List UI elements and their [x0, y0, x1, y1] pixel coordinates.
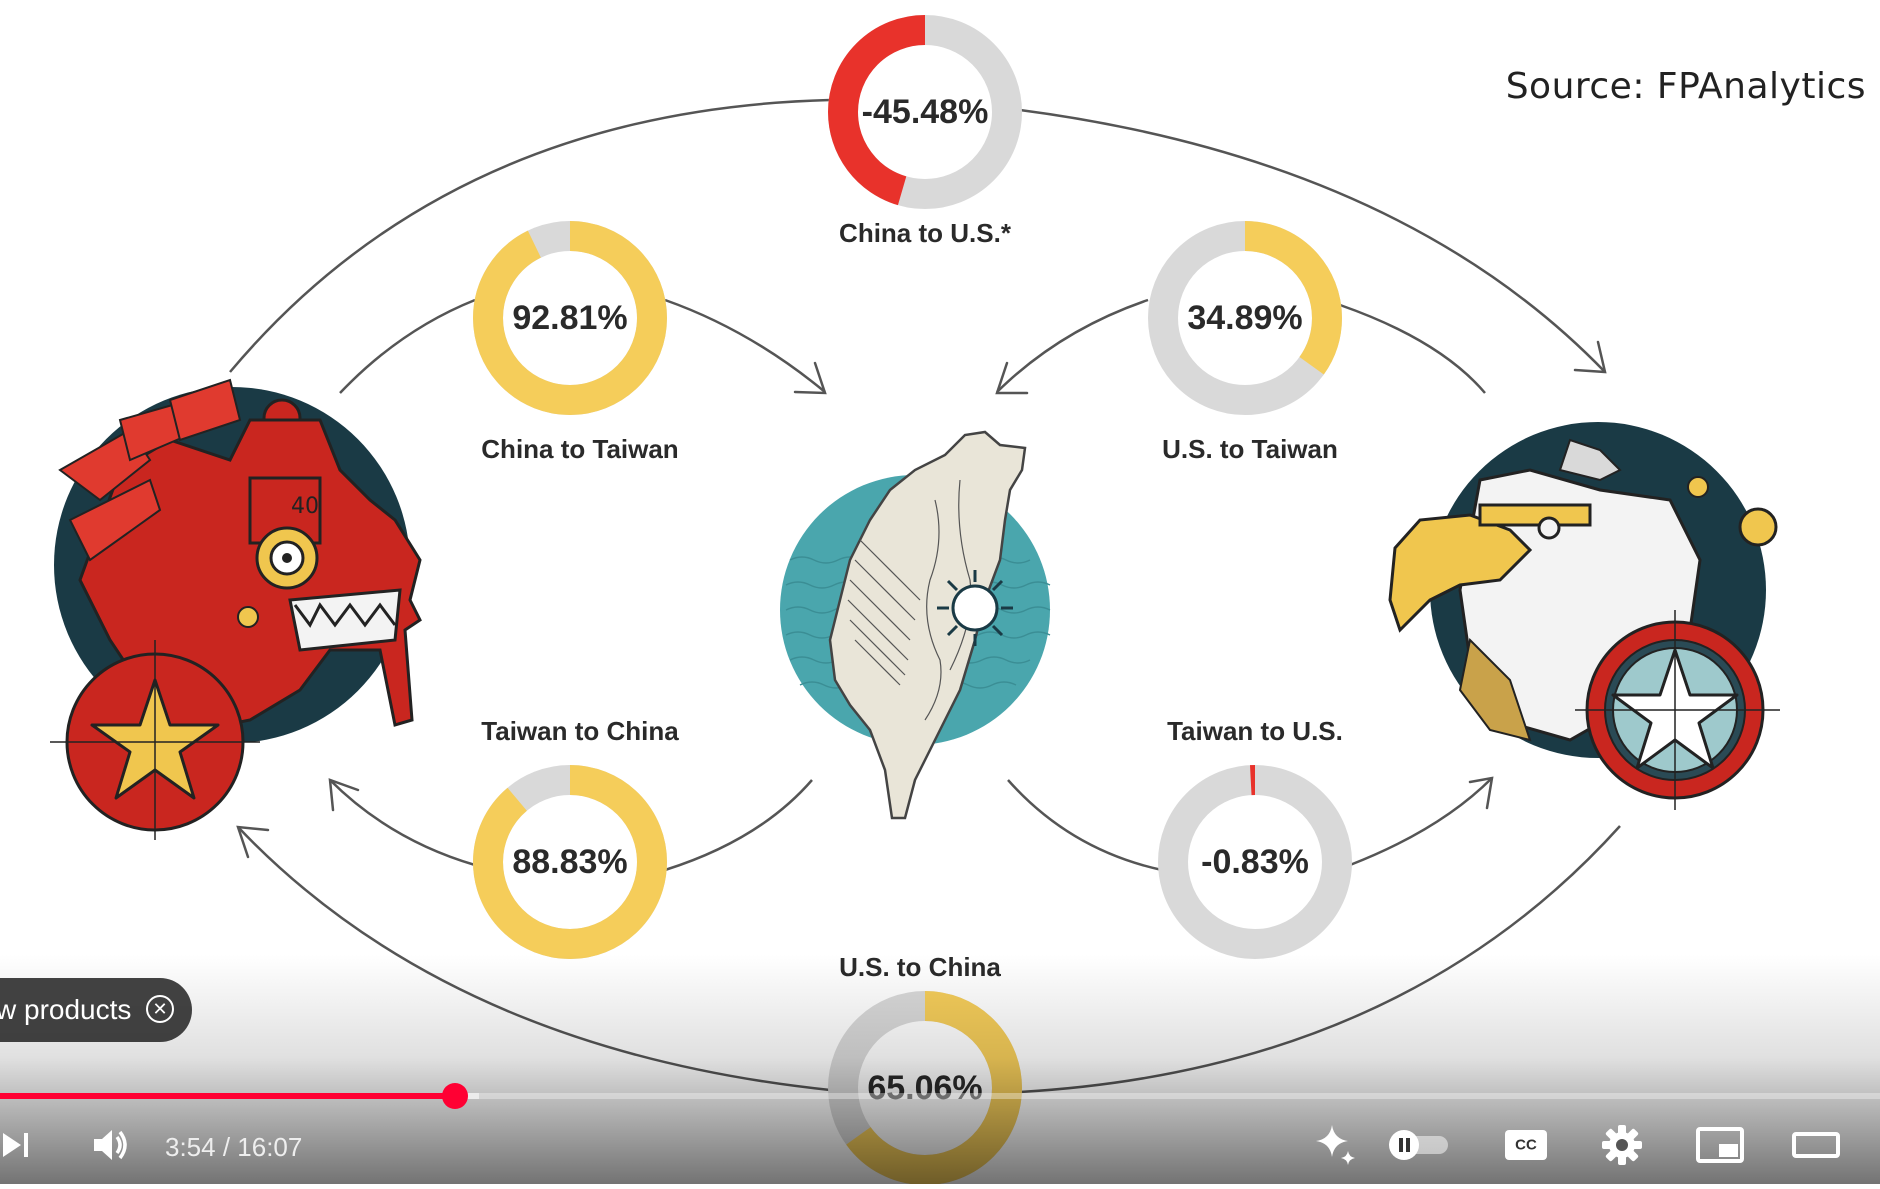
arc-us-to-taiwan-1: [996, 298, 1149, 393]
arc-us-to-china-2: [1019, 825, 1621, 1094]
donut-arc: [1158, 765, 1352, 959]
arc-taiwan-to-us-1: [1007, 779, 1163, 872]
progress-played: [0, 1093, 455, 1099]
donut-taiwan-to-us: -0.83% Taiwan to U.S.: [1158, 716, 1352, 959]
flow-label: Taiwan to China: [481, 716, 679, 746]
source-caption: Source: FPAnalytics: [1505, 66, 1866, 107]
volume-icon: [94, 1130, 127, 1160]
arrowhead-icon: [1468, 776, 1494, 810]
flow-label: U.S. to China: [839, 952, 1001, 982]
current-time: 3:54: [165, 1132, 216, 1162]
arc-taiwan-to-us-2: [1349, 777, 1493, 867]
donut-value: 88.83%: [512, 843, 627, 881]
arrowhead-icon: [793, 361, 827, 395]
china-dragon-icon: 40: [50, 378, 422, 840]
arrowhead-icon: [995, 361, 1029, 395]
arrowhead-icon: [1573, 340, 1607, 374]
flow-label: Taiwan to U.S.: [1167, 716, 1343, 746]
donut-value: 92.81%: [512, 299, 627, 337]
theater-button[interactable]: [1786, 1110, 1846, 1180]
taiwan-map-icon: [780, 430, 1051, 820]
products-chip[interactable]: w products ✕: [0, 978, 192, 1042]
arc-taiwan-to-china-1: [329, 779, 476, 867]
arc-china-to-taiwan-2: [664, 298, 826, 393]
arrowhead-icon: [236, 825, 270, 859]
donut-china-to-taiwan: 92.81% China to Taiwan: [473, 221, 679, 464]
donut-taiwan-to-china: 88.83% Taiwan to China: [473, 716, 679, 959]
close-icon[interactable]: ✕: [146, 995, 174, 1023]
flow-label: U.S. to Taiwan: [1162, 434, 1338, 464]
donut-china-to-us: -45.48% China to U.S.*: [828, 15, 1022, 248]
arc-china-to-us: [229, 98, 831, 373]
duration: 16:07: [237, 1132, 303, 1162]
flow-label: China to U.S.*: [839, 218, 1012, 248]
miniplayer-button[interactable]: [1690, 1110, 1750, 1180]
progress-scrubber[interactable]: [441, 1083, 468, 1109]
arc-taiwan-to-china-2: [664, 779, 813, 872]
autoplay-toggle-icon: [1389, 1130, 1448, 1160]
us-eagle-icon: [1388, 422, 1780, 810]
svg-text:CC: CC: [1515, 1137, 1537, 1154]
time-separator: /: [215, 1132, 238, 1162]
donut-arc: [473, 221, 667, 415]
settings-button[interactable]: [1594, 1110, 1650, 1180]
svg-text:40: 40: [291, 494, 319, 519]
products-chip-label: w products: [0, 994, 132, 1025]
next-button[interactable]: [0, 1110, 42, 1180]
next-icon: [3, 1133, 28, 1157]
theater-icon: [1792, 1132, 1840, 1158]
volume-button[interactable]: [82, 1110, 138, 1180]
miniplayer-icon: [1696, 1127, 1744, 1163]
arc-us-to-taiwan-2: [1339, 303, 1486, 394]
player-controls: 3:54 / 16:07 CC: [0, 1110, 1880, 1184]
ask-button[interactable]: [1308, 1110, 1364, 1180]
arc-china-to-us-2: [1019, 108, 1606, 373]
arrowhead-icon: [328, 778, 360, 812]
flow-label: China to Taiwan: [481, 434, 678, 464]
autoplay-toggle[interactable]: [1384, 1110, 1454, 1180]
donut-arc: [1148, 221, 1342, 415]
time-display: 3:54 / 16:07: [165, 1132, 302, 1163]
donut-value: 65.06%: [867, 1069, 982, 1107]
donut-value: 34.89%: [1187, 299, 1302, 337]
arc-china-to-taiwan-1: [339, 298, 476, 394]
settings-icon: [1602, 1125, 1642, 1165]
captions-icon: CC: [1505, 1130, 1547, 1160]
donut-arc: [828, 15, 1022, 209]
donut-us-to-taiwan: 34.89% U.S. to Taiwan: [1148, 221, 1342, 464]
donut-value: -0.83%: [1201, 843, 1309, 881]
captions-button[interactable]: CC: [1496, 1110, 1556, 1180]
progress-bar[interactable]: [0, 1083, 1880, 1109]
donut-arc: [473, 765, 667, 959]
donut-value: -45.48%: [862, 93, 989, 131]
sparkle-icon: [1316, 1125, 1355, 1165]
